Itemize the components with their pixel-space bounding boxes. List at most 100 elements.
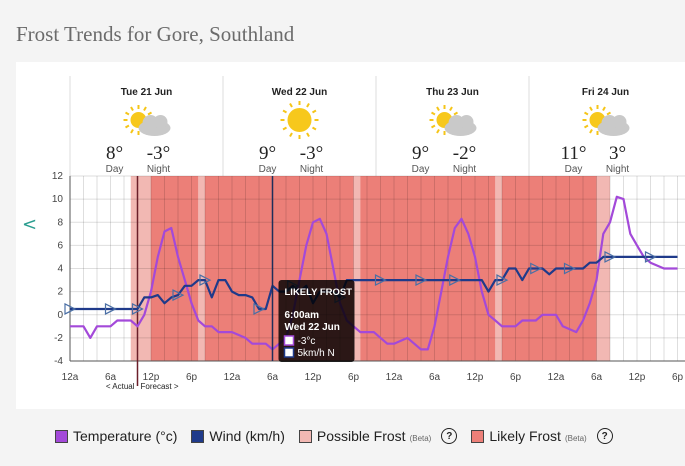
x-tick-label: 12a: [386, 372, 403, 383]
y-tick-label: 12: [52, 171, 64, 182]
night-label: Night: [147, 164, 171, 175]
tooltip-temp-swatch: [283, 335, 295, 346]
sun-ray: [125, 124, 130, 129]
sun-ray: [584, 111, 589, 116]
sun-ray: [589, 106, 593, 111]
day-temp: 9°: [259, 143, 276, 164]
x-tick-label: 6a: [267, 372, 279, 383]
sun-ray: [125, 111, 130, 116]
day-temp: 11°: [561, 143, 587, 164]
possible-frost-swatch: [298, 429, 312, 443]
temperature-swatch: [55, 429, 68, 443]
night-label: Night: [606, 164, 630, 175]
possible-frost-band: [596, 176, 610, 361]
partly-cloudy-icon: [582, 105, 630, 136]
x-tick-label: 6p: [510, 372, 522, 383]
night-temp: -2°: [453, 143, 476, 164]
likely-frost-swatch: [471, 429, 485, 443]
likely-frost-band: [151, 176, 199, 361]
sunny-icon: [280, 101, 319, 139]
wind-direction-arrow: [131, 302, 144, 315]
chevron-left-icon[interactable]: <: [22, 214, 38, 235]
wind-direction-arrow: [172, 289, 185, 302]
sun-ray: [584, 124, 589, 129]
sun-ray: [282, 126, 288, 131]
y-tick-label: 8: [57, 217, 63, 228]
legend-item-wind[interactable]: Wind (km/h): [191, 428, 285, 444]
sun-ray: [449, 106, 453, 111]
wind-line: [70, 255, 678, 311]
tooltip-temp: -3°c: [298, 336, 316, 347]
actual-marker: < Actual: [106, 382, 135, 391]
x-tick-label: 6a: [105, 372, 117, 383]
sun-ray: [606, 111, 611, 116]
wind-direction-arrow: [253, 302, 266, 315]
wind-direction-arrow: [530, 262, 543, 275]
wind-swatch: [191, 429, 205, 443]
legend-item-likely-frost[interactable]: Likely Frost (Beta) ?: [471, 428, 613, 444]
x-tick-label: 12p: [305, 372, 322, 383]
sun-ray: [431, 124, 436, 129]
legend: Temperature (°c) Wind (km/h) Possible Fr…: [55, 428, 627, 444]
help-icon[interactable]: ?: [441, 428, 458, 444]
night-temp: 3°: [609, 143, 626, 164]
sun-ray: [311, 126, 317, 131]
legend-label: Possible Frost: [316, 428, 406, 444]
sun-ray: [147, 111, 152, 116]
day-date: Thu 23 Jun: [426, 87, 479, 98]
wind-direction-arrow: [64, 302, 77, 315]
tooltip-date: Wed 22 Jun: [285, 322, 340, 333]
sun-ray: [130, 106, 134, 111]
sun-ray: [289, 103, 293, 108]
wind-direction-arrow: [644, 250, 657, 263]
legend-label: Wind (km/h): [209, 428, 285, 444]
wind-direction-arrow: [104, 302, 117, 315]
sun-ray: [289, 132, 293, 137]
tooltip-box: [278, 280, 355, 362]
y-tick-label: 10: [52, 194, 64, 205]
legend-item-temperature[interactable]: Temperature (°c): [55, 428, 177, 444]
x-tick-label: 12a: [548, 372, 565, 383]
x-tick-label: 6p: [186, 372, 198, 383]
beta-tag: (Beta): [564, 433, 587, 443]
sun-ray: [453, 111, 458, 116]
help-icon[interactable]: ?: [596, 428, 613, 444]
partly-cloudy-icon: [429, 105, 477, 136]
x-tick-label: 6a: [429, 372, 441, 383]
sun-ray: [311, 109, 317, 114]
sun-ray: [589, 129, 593, 134]
wind-direction-arrow: [374, 274, 387, 287]
legend-label: Temperature (°c): [73, 428, 178, 444]
night-label: Night: [300, 164, 324, 175]
sun-disc: [287, 108, 312, 132]
y-tick-label: 6: [57, 240, 63, 251]
y-tick-label: 2: [57, 287, 63, 298]
wind-direction-arrow: [449, 274, 462, 287]
sun-ray: [436, 129, 440, 134]
night-temp: -3°: [147, 143, 170, 164]
sun-ray: [431, 111, 436, 116]
beta-tag: (Beta): [409, 433, 432, 443]
x-tick-label: 12p: [467, 372, 484, 383]
night-temp: -3°: [300, 143, 323, 164]
legend-label: Likely Frost: [489, 428, 561, 444]
x-tick-label: 12p: [629, 372, 646, 383]
day-temp: 9°: [412, 143, 429, 164]
cloud-puff: [459, 115, 474, 129]
sun-ray: [143, 106, 147, 111]
x-tick-label: 6p: [348, 372, 360, 383]
tooltip-time: 6:00am: [285, 310, 320, 321]
likely-frost-band: [360, 176, 496, 361]
legend-item-possible-frost[interactable]: Possible Frost (Beta) ?: [298, 428, 458, 444]
day-date: Wed 22 Jun: [272, 87, 327, 98]
frost-chart-panel: Tue 21 Jun 8° -3° Day Night Wed 22 Jun 9° -3° Da…: [16, 62, 685, 409]
y-tick-label: -4: [54, 356, 63, 367]
x-tick-label: 12a: [224, 372, 241, 383]
cloud-puff: [153, 115, 168, 129]
partly-cloudy-icon: [123, 105, 171, 136]
cloud-puff: [612, 115, 627, 129]
y-tick-label: 0: [57, 310, 63, 321]
day-label: Day: [412, 164, 430, 175]
x-tick-label: 6a: [591, 372, 603, 383]
sun-ray: [130, 129, 134, 134]
